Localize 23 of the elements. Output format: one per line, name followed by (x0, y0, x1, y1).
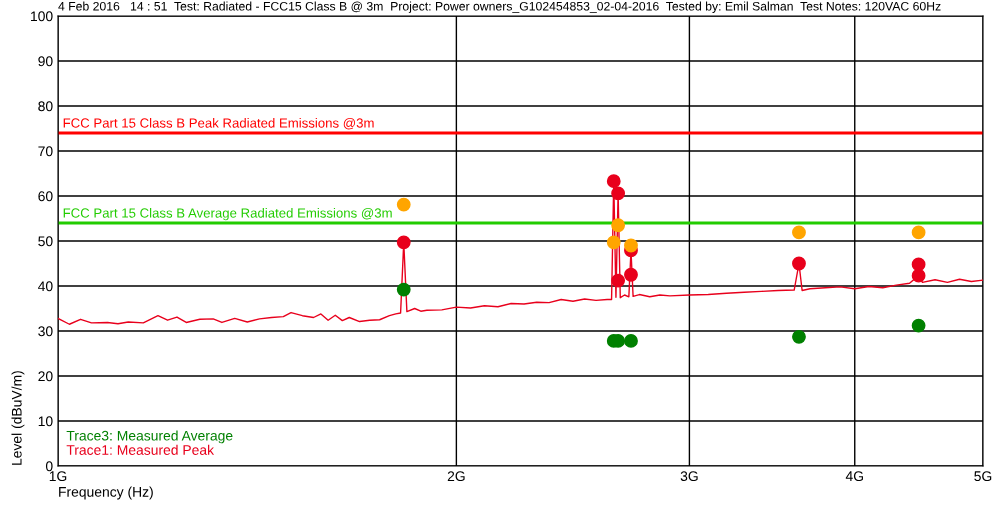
y-tick-label: 70 (38, 146, 53, 157)
y-tick-label: 0 (45, 461, 53, 472)
y-tick-label: 90 (38, 56, 53, 67)
x-axis-title: Frequency (Hz) (59, 486, 153, 500)
x-tick-label: 2G (447, 471, 465, 482)
ref-line-label: FCC Part 15 Class B Average Radiated Emissions @3m (63, 208, 392, 221)
x-tick-label: 4G (845, 471, 863, 482)
x-tick-label: 3G (680, 471, 698, 482)
x-tick-label: 5G (974, 471, 992, 482)
y-tick-label: 60 (38, 191, 53, 202)
y-tick-label: 50 (38, 236, 53, 247)
y-tick-label: 10 (38, 416, 53, 427)
y-tick-label: 30 (38, 326, 53, 337)
y-tick-label: 20 (38, 371, 53, 382)
ref-line-label: FCC Part 15 Class B Peak Radiated Emissions @3m (63, 118, 374, 130)
y-tick-label: 80 (38, 101, 53, 112)
y-tick-label: 40 (38, 281, 53, 292)
x-tick-label: 1G (49, 471, 67, 482)
text: Trace1: Measured Peak (66, 444, 215, 455)
y-axis-title: Level (dBuV/m) (11, 371, 25, 465)
text: Trace3: Measured Average (66, 430, 233, 444)
y-tick-label: 100 (31, 11, 53, 22)
chart-title: 4 Feb 2016 14 : 51 Test: Radiated - FCC15 Class B @ 3m Project: Power owners_G102454853_02-04-2016 Tested by: Emil Salman Test Notes: 120VAC 60Hz (58, 1, 941, 13)
